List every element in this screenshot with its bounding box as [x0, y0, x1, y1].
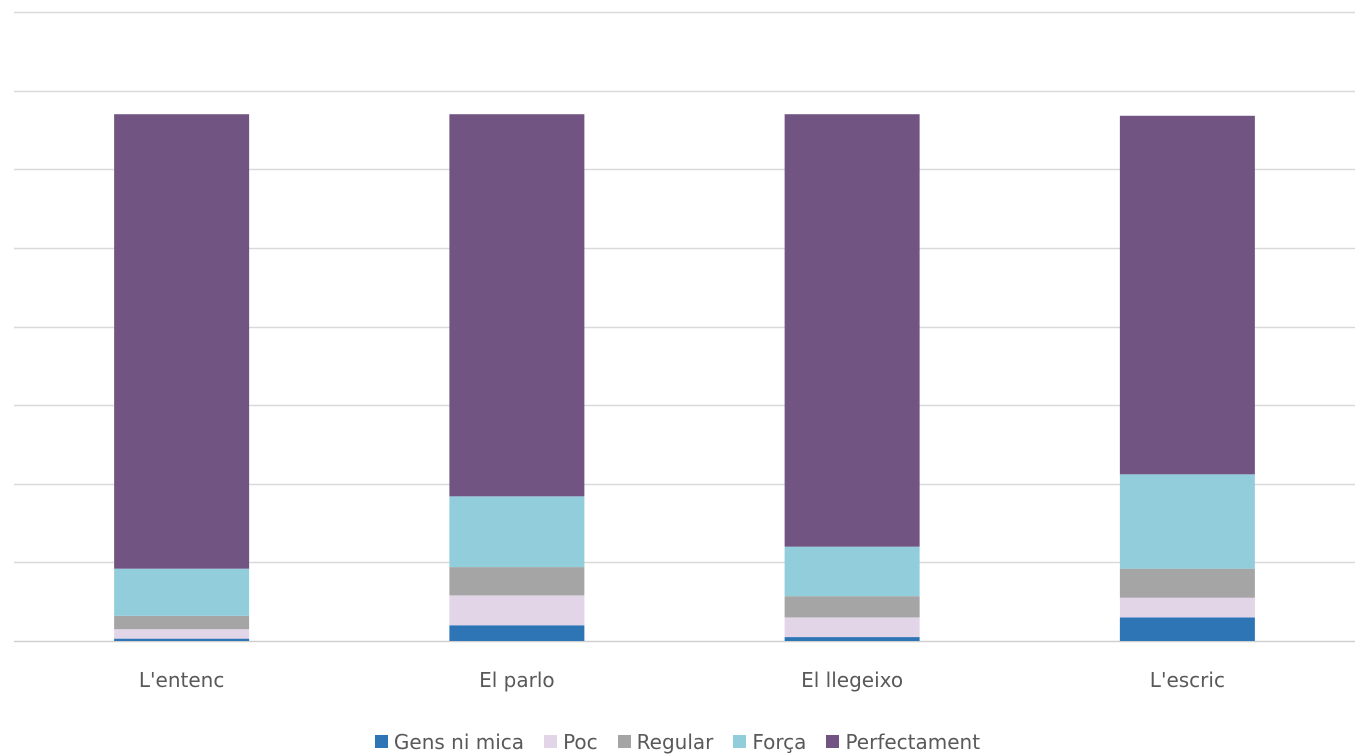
legend-label: Poc [563, 729, 598, 754]
legend: Gens ni mica Poc Regular Força Perfectament [0, 728, 1355, 755]
x-tick-label: El llegeixo [801, 668, 903, 692]
bar-segment [1119, 568, 1255, 598]
legend-label: Força [752, 729, 807, 754]
bar-segment [449, 567, 585, 596]
bar-segment [1119, 617, 1255, 641]
bars [114, 114, 1255, 641]
bar-segment [784, 114, 920, 547]
legend-label: Perfectament [845, 729, 981, 754]
bar-segment [114, 615, 250, 630]
bar-segment [449, 114, 585, 497]
legend-swatch [826, 735, 840, 748]
bar-segment [1119, 115, 1255, 475]
legend-swatch [544, 735, 558, 748]
bar-segment [784, 637, 920, 641]
legend-item: Poc [544, 730, 598, 754]
bar-segment [449, 496, 585, 568]
bar-segment [114, 114, 250, 569]
x-axis-tick-labels: L'entenc El parlo El llegeixo L'escric [139, 668, 1225, 692]
bar-segment [449, 595, 585, 626]
legend-swatch [617, 735, 631, 748]
bar-segment [784, 596, 920, 618]
bar-segment [1119, 597, 1255, 618]
bar-segment [1119, 474, 1255, 569]
bar-segment [114, 629, 250, 639]
legend-item: Perfectament [826, 730, 980, 754]
legend-item: Força [733, 730, 806, 754]
bar-segment [114, 638, 250, 641]
legend-label: Gens ni mica [393, 729, 525, 754]
bar-segment [784, 546, 920, 597]
bar-segment [449, 625, 585, 641]
bar-segment [114, 568, 250, 616]
legend-item: Regular [617, 729, 714, 754]
legend-swatch [733, 735, 747, 748]
legend-label: Regular [636, 729, 714, 754]
x-tick-label: L'escric [1150, 668, 1225, 692]
legend-item: Gens ni mica [374, 729, 525, 754]
bar-segment [784, 617, 920, 638]
legend-swatch [374, 735, 388, 748]
x-tick-label: L'entenc [139, 668, 224, 692]
x-tick-label: El parlo [479, 668, 555, 692]
